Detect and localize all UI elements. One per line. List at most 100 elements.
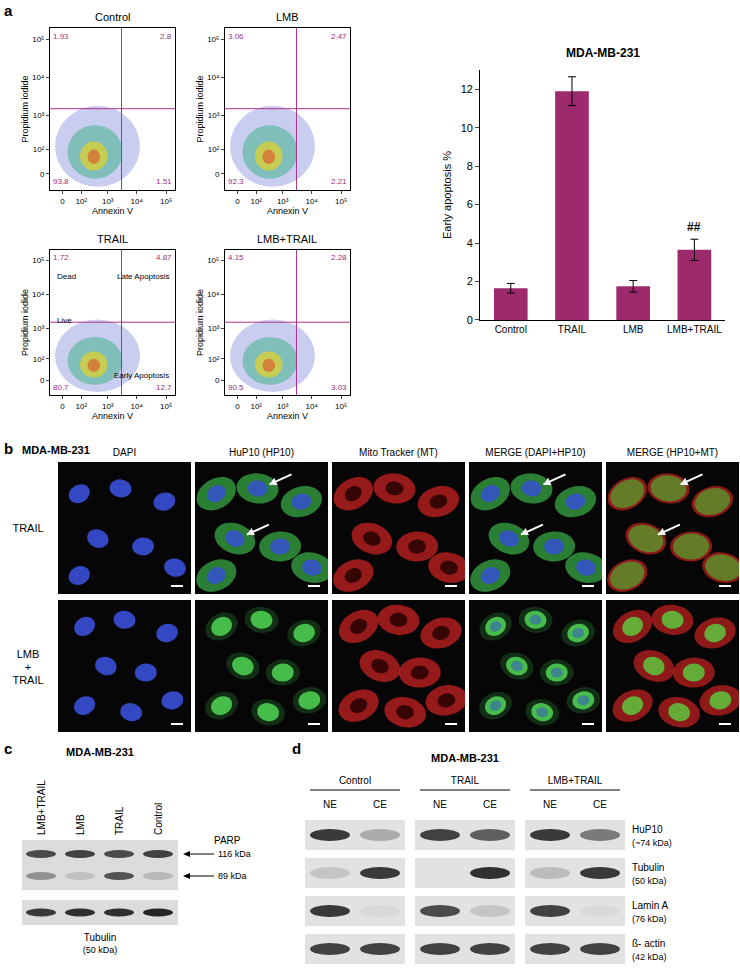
svg-text:4.87: 4.87 (156, 253, 172, 262)
svg-text:(50 kDa): (50 kDa) (632, 876, 667, 886)
svg-text:Early apoptosis %: Early apoptosis % (441, 151, 453, 239)
svg-text:0: 0 (40, 376, 45, 385)
svg-text:Annexin V: Annexin V (92, 411, 133, 421)
svg-text:LMB+TRAIL: LMB+TRAIL (36, 780, 47, 835)
svg-text:(76 kDa): (76 kDa) (632, 914, 667, 924)
svg-text:Tubulin: Tubulin (84, 932, 116, 943)
svg-text:10²: 10² (33, 355, 45, 364)
svg-text:Annexin V: Annexin V (267, 206, 308, 216)
svg-text:10²: 10² (33, 145, 45, 154)
svg-text:0: 0 (467, 314, 473, 326)
svg-text:TRAIL: TRAIL (558, 324, 587, 335)
svg-text:10⁴: 10⁴ (207, 73, 220, 82)
svg-text:1.93: 1.93 (53, 32, 69, 41)
svg-text:d: d (292, 740, 301, 757)
svg-text:MERGE (DAPI+HP10): MERGE (DAPI+HP10) (485, 447, 585, 458)
svg-text:10⁵: 10⁵ (32, 35, 44, 44)
svg-text:1.72: 1.72 (53, 253, 69, 262)
svg-text:DAPI: DAPI (113, 447, 136, 458)
svg-text:CE: CE (593, 799, 607, 810)
svg-text:10²: 10² (76, 197, 88, 206)
svg-text:NE: NE (323, 799, 337, 810)
svg-text:Propidium iodide: Propidium iodide (195, 289, 205, 356)
svg-text:10: 10 (461, 122, 473, 134)
svg-text:LMB+TRAIL: LMB+TRAIL (548, 775, 603, 786)
svg-text:10⁵: 10⁵ (32, 256, 44, 265)
svg-text:10⁴: 10⁴ (32, 290, 45, 299)
svg-text:MERGE (HP10+MT): MERGE (HP10+MT) (627, 447, 718, 458)
svg-text:12: 12 (461, 83, 473, 95)
svg-text:1.51: 1.51 (156, 177, 172, 186)
svg-text:TRAIL: TRAIL (451, 775, 480, 786)
svg-text:HuP10: HuP10 (632, 824, 663, 835)
svg-text:Control: Control (153, 803, 164, 835)
svg-text:89 kDa: 89 kDa (218, 871, 247, 881)
svg-text:10²: 10² (208, 355, 220, 364)
svg-text:10⁴: 10⁴ (306, 197, 319, 206)
svg-text:10⁵: 10⁵ (160, 402, 172, 411)
svg-text:93.8: 93.8 (53, 177, 69, 186)
svg-text:CE: CE (373, 799, 387, 810)
svg-text:0: 0 (60, 402, 65, 411)
svg-text:2.8: 2.8 (160, 32, 172, 41)
svg-text:0: 0 (40, 170, 45, 179)
svg-text:MDA-MB-231: MDA-MB-231 (22, 444, 90, 456)
svg-text:MDA-MB-231: MDA-MB-231 (431, 752, 499, 764)
svg-text:10⁵: 10⁵ (207, 35, 219, 44)
svg-text:10⁴: 10⁴ (32, 73, 45, 82)
svg-text:Control: Control (339, 775, 371, 786)
svg-text:NE: NE (543, 799, 557, 810)
svg-text:10⁵: 10⁵ (207, 256, 219, 265)
svg-text:10³: 10³ (102, 197, 114, 206)
svg-text:10⁴: 10⁴ (131, 197, 144, 206)
svg-text:CE: CE (483, 799, 497, 810)
svg-text:10³: 10³ (208, 111, 220, 120)
svg-text:LMB: LMB (276, 11, 299, 23)
svg-text:4.15: 4.15 (228, 253, 244, 262)
svg-text:Control: Control (95, 11, 130, 23)
svg-text:Live: Live (57, 316, 72, 325)
svg-text:10²: 10² (250, 402, 262, 411)
svg-text:2.28: 2.28 (331, 253, 347, 262)
svg-text:Annexin V: Annexin V (92, 206, 133, 216)
svg-text:10⁵: 10⁵ (160, 197, 172, 206)
svg-text:10⁵: 10⁵ (335, 197, 347, 206)
svg-text:8: 8 (467, 160, 473, 172)
svg-text:2.47: 2.47 (331, 32, 347, 41)
svg-text:PARP: PARP (214, 835, 241, 846)
svg-text:HuP10 (HP10): HuP10 (HP10) (229, 447, 294, 458)
svg-text:10³: 10³ (208, 324, 220, 333)
svg-text:Dead: Dead (57, 272, 76, 281)
svg-text:116 kDa: 116 kDa (218, 849, 251, 859)
svg-text:Propidium iodide: Propidium iodide (20, 289, 30, 356)
svg-text:90.5: 90.5 (228, 383, 244, 392)
svg-text:10³: 10³ (33, 111, 45, 120)
svg-text:Mito Tracker (MT): Mito Tracker (MT) (359, 447, 438, 458)
svg-text:10²: 10² (250, 197, 262, 206)
svg-text:TRAIL: TRAIL (12, 522, 43, 534)
svg-text:4: 4 (467, 237, 473, 249)
svg-text:80.7: 80.7 (53, 383, 69, 392)
svg-text:Tubulin: Tubulin (632, 862, 664, 873)
svg-text:Propidium iodide: Propidium iodide (195, 75, 205, 142)
svg-text:0: 0 (215, 376, 220, 385)
svg-text:0: 0 (60, 197, 65, 206)
svg-text:0: 0 (215, 170, 220, 179)
svg-text:LMB+TRAIL: LMB+TRAIL (257, 233, 317, 245)
svg-text:10²: 10² (76, 402, 88, 411)
svg-text:3.06: 3.06 (228, 32, 244, 41)
svg-text:TRAIL: TRAIL (12, 674, 43, 686)
svg-text:b: b (4, 440, 13, 457)
svg-text:LMB: LMB (623, 324, 644, 335)
svg-text:TRAIL: TRAIL (114, 806, 125, 835)
svg-text:(~74 kDa): (~74 kDa) (632, 838, 672, 848)
svg-text:MDA-MB-231: MDA-MB-231 (566, 46, 640, 60)
svg-text:10⁴: 10⁴ (207, 290, 220, 299)
svg-text:LMB: LMB (17, 648, 40, 660)
svg-text:c: c (4, 740, 12, 757)
svg-text:2: 2 (467, 275, 473, 287)
svg-text:Control: Control (495, 324, 527, 335)
svg-text:TRAIL: TRAIL (97, 233, 128, 245)
svg-text:Early Apoptosis: Early Apoptosis (114, 371, 169, 380)
svg-text:92.3: 92.3 (228, 177, 244, 186)
